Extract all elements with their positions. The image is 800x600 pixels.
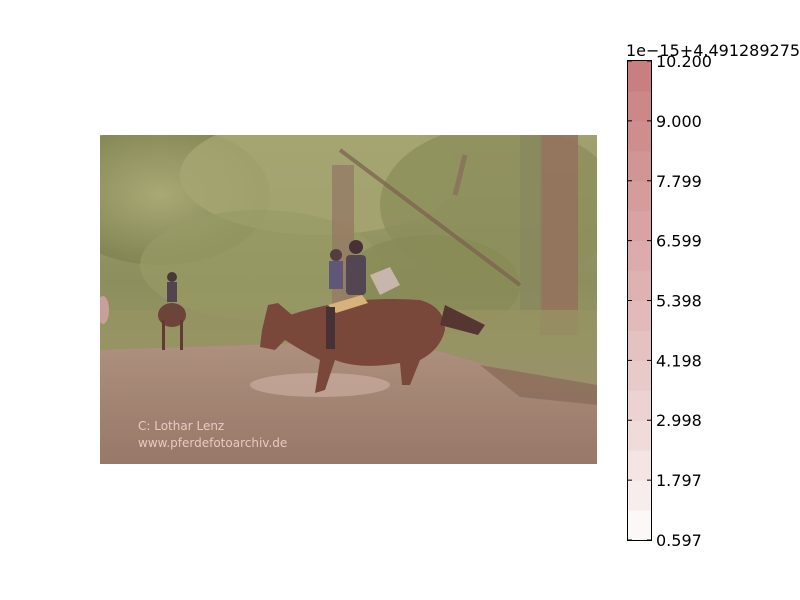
colorbar-tick-label: 10.200 xyxy=(656,52,712,71)
colorbar-level-0 xyxy=(628,510,651,541)
colorbar-level-9 xyxy=(628,240,651,272)
colorbar-level-5 xyxy=(628,360,651,391)
colorbar-level-10 xyxy=(628,210,651,242)
colorbar-tick-label: 0.597 xyxy=(656,531,702,550)
colorbar-level-3 xyxy=(628,420,651,451)
colorbar-level-1 xyxy=(628,480,651,511)
colorbar-level-2 xyxy=(628,450,651,481)
colorbar-level-14 xyxy=(628,90,651,122)
colorbar-frame xyxy=(627,60,652,541)
colorbar-tick-label: 1.797 xyxy=(656,471,702,490)
colorbar-level-6 xyxy=(628,330,651,361)
watermark-url: www.pferdefotoarchiv.de xyxy=(138,436,288,450)
colorbar-tick-label: 2.998 xyxy=(656,411,702,430)
colorbar-tick-label: 4.198 xyxy=(656,351,702,370)
colorbar-tick-label: 6.599 xyxy=(656,232,702,251)
colorbar-offset-label: 1e−15+4.491289275 xyxy=(626,41,800,60)
colorbar-tick-label: 5.398 xyxy=(656,292,702,311)
colorbar-segments xyxy=(628,61,651,541)
colorbar-tick-label: 9.000 xyxy=(656,112,702,131)
image-axes: C: Lothar Lenz www.pferdefotoarchiv.de xyxy=(100,135,597,464)
watermark-credit: C: Lothar Lenz xyxy=(138,419,225,433)
colorbar-level-8 xyxy=(628,270,651,301)
colorbar-level-13 xyxy=(628,120,651,152)
colorbar-level-12 xyxy=(628,150,651,182)
photo-image xyxy=(100,135,597,464)
colorbar-level-15 xyxy=(628,61,651,92)
colorbar-ticks: 10.200 9.000 7.799 6.599 5.398 4.198 2.998 1.79… xyxy=(628,52,712,550)
colorbar-level-7 xyxy=(628,300,651,331)
image-tint-overlay xyxy=(100,135,597,464)
colorbar-level-4 xyxy=(628,390,651,421)
colorbar-tick-label: 7.799 xyxy=(656,172,702,191)
colorbar-level-11 xyxy=(628,180,651,212)
